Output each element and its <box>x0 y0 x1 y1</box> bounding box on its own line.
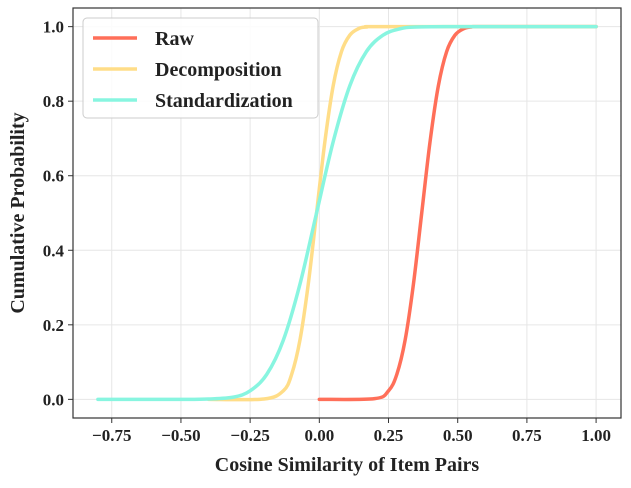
series-line-standardization <box>96 24 598 402</box>
legend-label: Decomposition <box>155 59 282 81</box>
x-tick-label: 0.75 <box>512 426 542 445</box>
x-tick-label: 0.50 <box>443 426 473 445</box>
legend-label: Raw <box>155 28 194 50</box>
x-tick-label: 0.25 <box>374 426 404 445</box>
plot-frame <box>72 7 622 419</box>
series-line-decomposition <box>206 24 598 402</box>
y-tick-label: 0.2 <box>43 316 64 335</box>
y-tick-label: 0.4 <box>43 241 65 260</box>
x-axis-label: Cosine Similarity of Item Pairs <box>215 454 480 476</box>
x-tick-label: −0.50 <box>161 426 200 445</box>
y-tick-label: 0.6 <box>43 167 64 186</box>
y-tick-label: 1.0 <box>43 18 64 37</box>
y-axis-label: Cumulative Probability <box>7 112 29 313</box>
y-tick-label: 0.8 <box>43 92 64 111</box>
legend: Raw Decomposition Standardization <box>82 17 319 119</box>
series-lines <box>96 24 598 402</box>
x-tick-label: −0.75 <box>92 426 131 445</box>
x-tick-label: 1.00 <box>581 426 611 445</box>
x-tick-label: −0.25 <box>230 426 269 445</box>
legend-box <box>82 17 319 119</box>
y-tick-label: 0.0 <box>43 390 64 409</box>
legend-label: Standardization <box>155 90 293 112</box>
x-ticks: −0.75 −0.50 −0.25 0.00 0.25 0.50 0.75 1.00 <box>92 418 611 445</box>
y-ticks: 0.0 0.2 0.4 0.6 0.8 1.0 <box>43 18 73 409</box>
x-tick-label: 0.00 <box>304 426 334 445</box>
